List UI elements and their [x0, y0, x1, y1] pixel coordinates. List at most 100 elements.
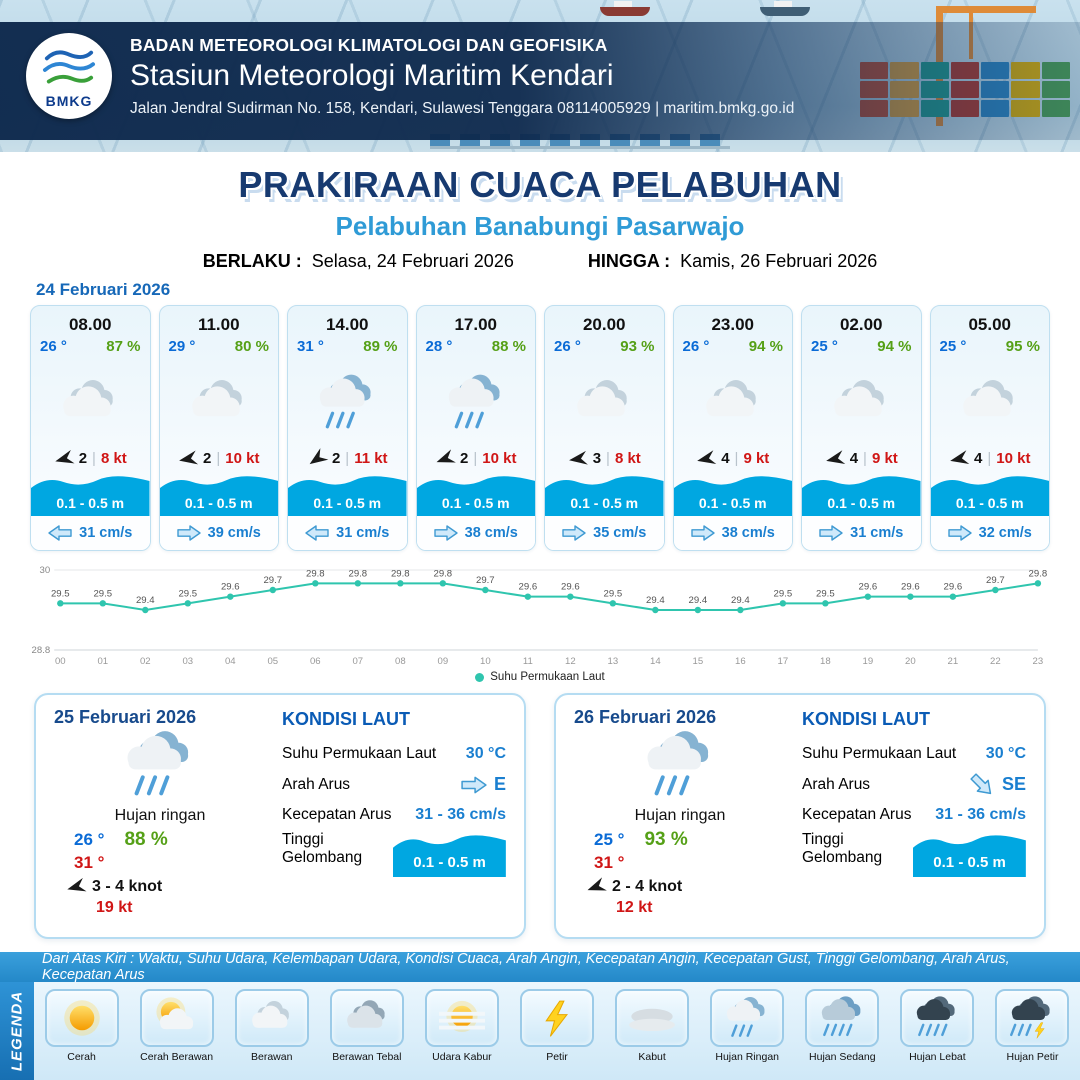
svg-text:29.5: 29.5: [604, 588, 623, 599]
temp-humidity-row: 25 ° 95 %: [931, 335, 1050, 355]
udara-kabur-icon: [438, 1000, 485, 1033]
legend-tile: [805, 989, 880, 1047]
day-gust: 19 kt: [96, 899, 133, 916]
air-temp: 28 °: [425, 338, 453, 355]
title-block: PRAKIRAAN CUACA PELABUHAN Pelabuhan Bana…: [0, 152, 1080, 272]
forecast-card: 08.00 26 ° 87 % 2 | 8 kt 0.1 - 0.5 m 31 cm/s: [30, 305, 151, 551]
temp-humidity-row: 28 ° 88 %: [417, 335, 536, 355]
hingga-label: HINGGA :: [587, 251, 671, 271]
svg-text:29.7: 29.7: [476, 575, 495, 586]
wave-graphic-icon: [31, 476, 150, 516]
hingga-value: Kamis, 26 Februari 2026: [680, 251, 878, 271]
wave-row: Tinggi Gelombang 0.1 - 0.5 m: [282, 831, 506, 877]
separator: |: [92, 450, 96, 467]
wind-row: 4 | 9 kt: [674, 449, 793, 467]
legend-tile: [139, 989, 214, 1047]
svg-text:29.4: 29.4: [689, 595, 708, 606]
forecast-card: 17.00 28 ° 88 % 2 | 10 kt 0.1 - 0.5 m 38 cm/s: [415, 305, 536, 551]
svg-text:11: 11: [523, 656, 533, 667]
berawan-icon: [577, 379, 627, 416]
current-row: 39 cm/s: [159, 516, 278, 550]
wave-row: Tinggi Gelombang 0.1 - 0.5 m: [802, 831, 1026, 877]
wind-gust: 10 kt: [482, 450, 517, 467]
berawan-icon: [251, 1000, 289, 1028]
weather-icon: [545, 355, 664, 450]
temp-max: 31 °: [594, 853, 625, 872]
wind-range: 3 - 4 knot: [92, 878, 163, 895]
svg-text:29.5: 29.5: [816, 588, 835, 599]
forecast-time: 05.00: [968, 315, 1012, 334]
temp-max: 31 °: [74, 853, 105, 872]
wave-height-band: 0.1 - 0.5 m: [802, 472, 921, 516]
current-direction-icon: [819, 525, 843, 541]
svg-text:02: 02: [140, 656, 151, 667]
svg-text:05: 05: [267, 656, 278, 667]
current-direction-icon: [461, 776, 487, 793]
hujan-ringan-icon: [320, 374, 371, 428]
wave-height-band: 0.1 - 0.5 m: [288, 472, 407, 516]
wind-direction-icon: [54, 449, 75, 463]
legend-items: Cerah Cerah Berawan Berawan Berawan Tebal Ud…: [34, 982, 1080, 1080]
daily-summary-cards: 25 Februari 2026 Hujan ringan 26 ° 88 % 31 °…: [34, 693, 1046, 939]
legend-tile: [424, 989, 499, 1047]
forecast-time: 20.00: [582, 315, 626, 334]
kondisi-laut-heading: KONDISI LAUT: [282, 709, 410, 729]
forecast-card: 11.00 29 ° 80 % 2 | 10 kt 0.1 - 0.5 m 39 cm/s: [158, 305, 279, 551]
agency-name: BADAN METEOROLOGI KLIMATOLOGI DAN GEOFIS…: [130, 34, 608, 55]
hujan-petir-icon: [1010, 996, 1051, 1039]
berawan-icon: [834, 379, 884, 416]
svg-text:23: 23: [1033, 656, 1044, 667]
wave-graphic-icon: [673, 476, 792, 516]
wind-direction-icon: [950, 449, 970, 464]
kondisi-laut-heading: KONDISI LAUT: [802, 709, 930, 729]
legend-label: Cerah Berawan: [140, 1051, 214, 1063]
day-gust: 12 kt: [616, 899, 653, 916]
separator: |: [345, 450, 350, 467]
daily-card-left: 25 Februari 2026 Hujan ringan 26 ° 88 % 31 °…: [54, 707, 266, 927]
sea-conditions: KONDISI LAUT Suhu Permukaan Laut 30 °C Arah…: [786, 707, 1026, 927]
svg-text:04: 04: [225, 656, 236, 667]
svg-text:15: 15: [693, 656, 704, 667]
wind-direction-icon: [587, 877, 607, 891]
current-dir-row: Arah Arus SE: [802, 772, 1026, 795]
current-direction-icon: [970, 772, 992, 794]
svg-text:29.5: 29.5: [178, 588, 197, 599]
legend-item-cerah: Cerah: [34, 989, 129, 1063]
svg-text:29.8: 29.8: [348, 568, 367, 579]
wind-speed: 2: [78, 450, 88, 467]
current-direction-icon: [690, 525, 715, 541]
cerah-icon: [63, 1000, 100, 1036]
svg-text:08: 08: [395, 656, 406, 667]
wind-speed: 2: [460, 450, 469, 467]
temp-humidity-row: 26 ° 87 %: [31, 335, 150, 355]
current-speed-row: Kecepatan Arus 31 - 36 cm/s: [802, 806, 1026, 824]
wind-direction-icon: [697, 449, 717, 464]
humidity: 88 %: [491, 338, 526, 355]
wave-height-band: 0.1 - 0.5 m: [930, 472, 1049, 516]
wind-gust: 11 kt: [354, 450, 388, 467]
current-speed: 31 cm/s: [336, 525, 390, 541]
hujan-ringan-icon: [647, 731, 709, 796]
svg-text:00: 00: [55, 656, 66, 667]
temps-row: 25 ° 93 %: [574, 829, 786, 851]
day-humidity: 88 %: [124, 829, 168, 850]
separator: |: [987, 450, 992, 467]
current-row: 31 cm/s: [802, 516, 921, 550]
wave-height: 0.1 - 0.5 m: [933, 854, 1006, 871]
current-direction-icon: [947, 525, 972, 541]
temp-min: 25 °: [594, 830, 625, 849]
wind-gust: 8 kt: [614, 450, 641, 467]
current-row: 38 cm/s: [673, 516, 792, 550]
wind-gust: 10 kt: [225, 450, 260, 467]
svg-text:30: 30: [40, 565, 51, 576]
humidity: 93 %: [620, 338, 655, 355]
legend-item-hujan-petir: Hujan Petir: [985, 989, 1080, 1063]
legend-tile: [329, 989, 404, 1047]
wave-height-band: 0.1 - 0.5 m: [545, 472, 664, 516]
current-speed: 38 cm/s: [464, 525, 518, 541]
humidity: 89 %: [363, 338, 398, 355]
humidity: 94 %: [877, 338, 912, 355]
legend-label: Cerah: [67, 1051, 96, 1063]
forecast-cards-row: 08.00 26 ° 87 % 2 | 8 kt 0.1 - 0.5 m 31 cm/s 11.…: [30, 305, 1050, 551]
svg-text:01: 01: [97, 656, 108, 667]
